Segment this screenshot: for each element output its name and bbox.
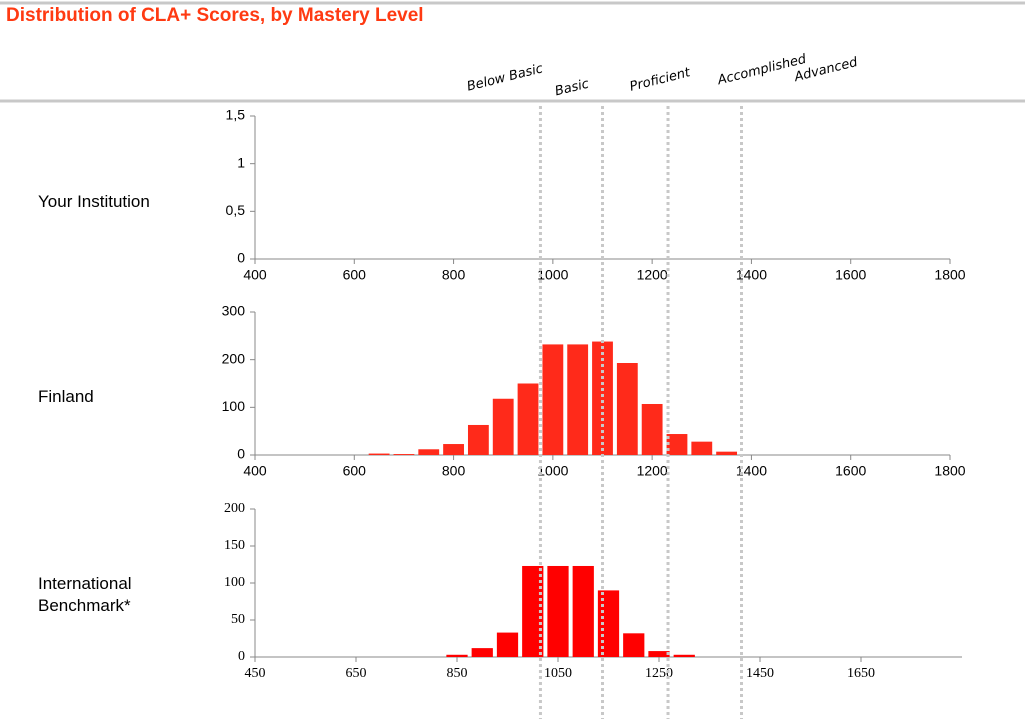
x-tick-label: 450 [245, 666, 266, 681]
x-tick-label: 1450 [746, 666, 774, 681]
y-tick-label: 100 [222, 398, 246, 414]
mastery-level-label: Basic [553, 77, 590, 100]
y-tick-label: 1 [237, 154, 245, 170]
bar [648, 651, 670, 657]
y-tick-label: 0 [237, 250, 245, 266]
bar [517, 383, 539, 455]
bar [691, 441, 713, 455]
bar [522, 565, 544, 657]
x-tick-label: 1200 [637, 463, 668, 479]
x-tick-label: 1050 [544, 666, 572, 681]
x-tick-label: 400 [243, 463, 267, 479]
y-tick-label: 1,5 [226, 107, 246, 123]
row-label: Your Institution [38, 192, 150, 211]
x-tick-label: 1200 [637, 267, 668, 283]
x-tick-label: 850 [447, 666, 468, 681]
bar [641, 403, 663, 455]
bar [547, 565, 569, 657]
y-tick-label: 300 [222, 303, 246, 319]
bar [666, 434, 688, 455]
x-tick-label: 800 [442, 267, 466, 283]
x-tick-label: 1600 [835, 463, 866, 479]
y-tick-label: 150 [224, 538, 245, 553]
x-tick-label: 1400 [736, 267, 767, 283]
bar [443, 444, 464, 455]
y-tick-label: 0,5 [226, 202, 246, 218]
bar [616, 363, 638, 455]
row-label: International Benchmark* [38, 574, 132, 615]
x-tick-label: 800 [442, 463, 466, 479]
bar [623, 633, 645, 657]
x-tick-label: 1600 [835, 267, 866, 283]
y-tick-label: 50 [231, 612, 245, 627]
bar [542, 344, 564, 455]
y-tick-label: 0 [238, 649, 245, 664]
x-tick-label: 1800 [934, 463, 965, 479]
bar [716, 451, 738, 455]
bar [567, 344, 589, 455]
bar [393, 454, 415, 455]
bar [446, 654, 468, 657]
bar [418, 449, 440, 455]
bar [496, 632, 519, 657]
x-tick-label: 1400 [736, 463, 767, 479]
bar [673, 654, 695, 657]
x-tick-label: 650 [346, 666, 367, 681]
x-tick-label: 1800 [934, 267, 965, 283]
bar [592, 341, 613, 455]
bar [572, 565, 594, 657]
x-tick-label: 600 [343, 463, 367, 479]
bar [471, 648, 493, 657]
bar [492, 398, 514, 455]
y-tick-label: 200 [222, 350, 246, 366]
bar [368, 453, 390, 455]
x-tick-label: 400 [243, 267, 267, 283]
y-tick-label: 0 [237, 446, 245, 462]
x-tick-label: 600 [343, 267, 367, 283]
y-tick-label: 100 [224, 575, 245, 590]
bar [467, 424, 489, 455]
x-tick-label: 1250 [645, 666, 673, 681]
x-tick-label: 1650 [847, 666, 875, 681]
x-tick-label: 1000 [537, 267, 568, 283]
mastery-level-label: Proficient [628, 65, 692, 95]
row-label: Finland [38, 387, 94, 406]
mastery-level-label: Below Basic [466, 61, 545, 94]
x-tick-label: 1000 [537, 463, 568, 479]
y-tick-label: 200 [224, 501, 245, 516]
title: Distribution of CLA+ Scores, by Mastery … [6, 5, 424, 26]
